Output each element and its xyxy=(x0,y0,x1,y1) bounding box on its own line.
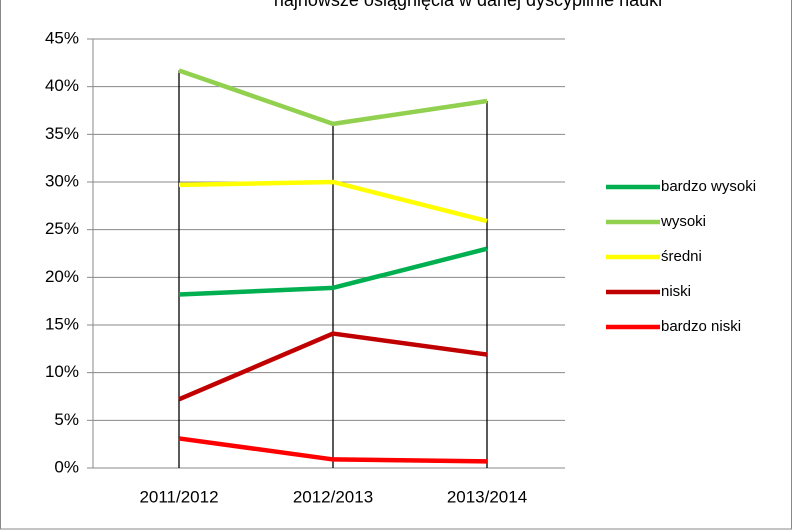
x-tick-label: 2012/2013 xyxy=(293,487,373,506)
legend-label: bardzo niski xyxy=(661,318,741,335)
legend-label: niski xyxy=(661,283,691,300)
y-tick-label: 10% xyxy=(45,362,79,381)
x-tick-label: 2013/2014 xyxy=(447,487,527,506)
y-tick-label: 35% xyxy=(45,124,79,143)
x-tick-label: 2011/2012 xyxy=(139,487,218,506)
series-line xyxy=(178,68,488,127)
y-tick-label: 15% xyxy=(45,314,79,333)
series-line xyxy=(178,179,488,224)
y-tick-label: 25% xyxy=(45,219,79,238)
y-tick-label: 45% xyxy=(45,28,79,47)
y-tick-label: 40% xyxy=(45,76,79,95)
chart-title: najnowsze osiągnięcia w danej dyscyplini… xyxy=(274,0,662,10)
legend-label: wysoki xyxy=(660,213,706,230)
y-tick-label: 5% xyxy=(54,410,79,429)
y-tick-label: 20% xyxy=(45,267,79,286)
series-line xyxy=(178,331,488,402)
series-line xyxy=(178,246,488,297)
y-tick-label: 0% xyxy=(54,457,79,476)
series-line xyxy=(178,436,488,464)
legend-label: średni xyxy=(661,248,702,265)
legend-label: bardzo wysoki xyxy=(661,178,756,195)
y-tick-label: 30% xyxy=(45,171,79,190)
